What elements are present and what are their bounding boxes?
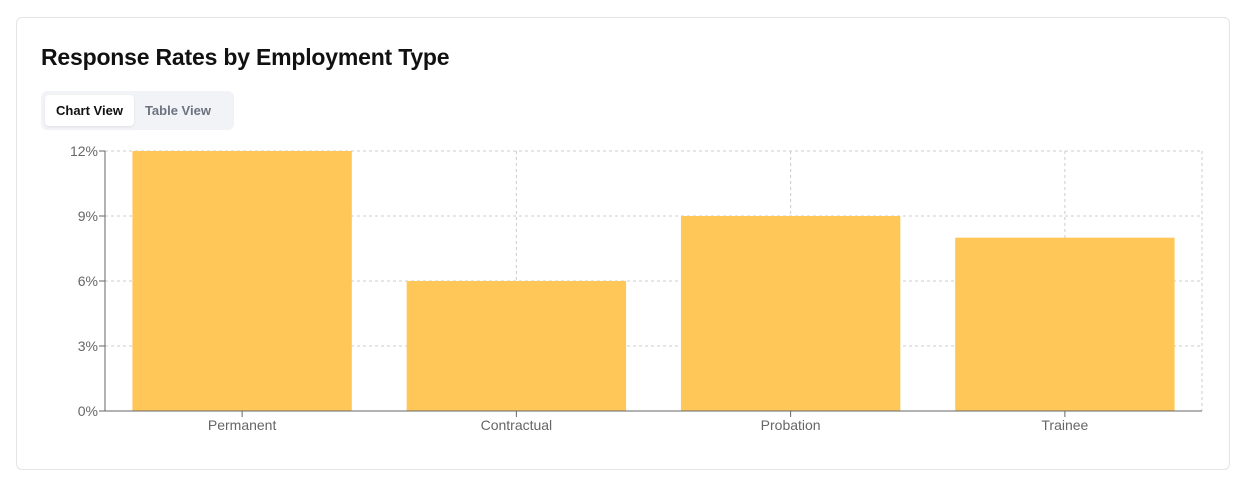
y-tick-label: 3% xyxy=(78,338,98,354)
view-toggle: Chart View Table View xyxy=(41,91,234,130)
bar-trainee[interactable] xyxy=(955,237,1175,411)
y-tick-label: 9% xyxy=(78,208,98,224)
x-tick-label: Contractual xyxy=(481,417,553,433)
y-tick-label: 12% xyxy=(70,143,98,159)
y-tick-label: 0% xyxy=(78,403,98,419)
chart-tick-labels: 0% 3% 6% 9% 12% Permanent Contractual Probation… xyxy=(70,143,1089,433)
y-tick-label: 6% xyxy=(78,273,98,289)
x-tick-label: Permanent xyxy=(208,417,277,433)
tab-chart-view[interactable]: Chart View xyxy=(45,95,134,126)
bar-probation[interactable] xyxy=(680,216,901,411)
x-tick-label: Probation xyxy=(761,417,821,433)
tab-table-view[interactable]: Table View xyxy=(134,95,222,126)
chart-title: Response Rates by Employment Type xyxy=(41,44,450,70)
chart-bars xyxy=(132,151,1175,411)
bar-contractual[interactable] xyxy=(406,281,627,411)
x-tick-label: Trainee xyxy=(1041,417,1088,433)
chart-axes xyxy=(99,150,1202,417)
bar-permanent[interactable] xyxy=(132,151,352,411)
